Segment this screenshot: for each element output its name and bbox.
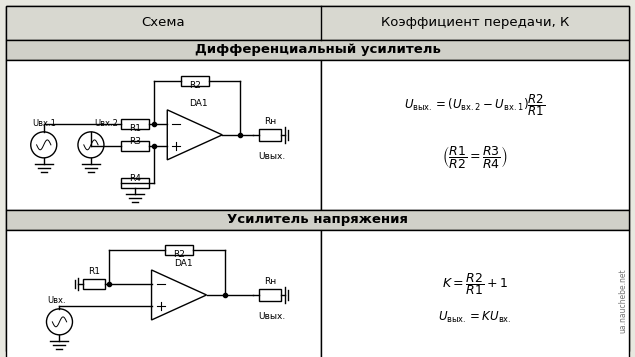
Text: Uвх.2: Uвх.2 xyxy=(94,119,118,128)
Bar xyxy=(6,230,321,357)
Bar xyxy=(321,230,629,357)
Text: $U_{\rm вых.} = (U_{\rm вх.2} - U_{\rm вх.1})\dfrac{R2}{R1}$: $U_{\rm вых.} = (U_{\rm вх.2} - U_{\rm в… xyxy=(404,92,545,118)
Text: Uвх.1: Uвх.1 xyxy=(32,119,56,128)
Text: Схема: Схема xyxy=(142,16,185,29)
Text: Uвых.: Uвых. xyxy=(258,312,286,321)
Bar xyxy=(259,129,281,141)
Text: Uвых.: Uвых. xyxy=(258,152,286,161)
Bar xyxy=(165,245,193,255)
Text: Усилитель напряжения: Усилитель напряжения xyxy=(227,213,408,226)
Bar xyxy=(6,210,629,230)
Text: R2: R2 xyxy=(189,81,201,90)
Text: R3: R3 xyxy=(129,137,141,146)
Bar xyxy=(6,6,629,40)
Bar xyxy=(121,141,149,151)
Text: DA1: DA1 xyxy=(174,259,192,268)
Bar xyxy=(83,279,105,289)
Bar xyxy=(121,119,149,129)
Bar xyxy=(181,76,209,86)
Text: $K = \dfrac{R2}{R1}+1$: $K = \dfrac{R2}{R1}+1$ xyxy=(442,271,508,297)
Text: DA1: DA1 xyxy=(189,99,208,108)
Text: Uвх.: Uвх. xyxy=(47,296,66,305)
Bar xyxy=(6,40,629,60)
Bar xyxy=(259,289,281,301)
Text: R4: R4 xyxy=(129,174,141,183)
Bar xyxy=(6,60,321,210)
Bar xyxy=(121,178,149,188)
Text: Rн: Rн xyxy=(264,117,276,126)
Text: R2: R2 xyxy=(173,250,185,259)
Text: ua.nauchebe.net: ua.nauchebe.net xyxy=(618,268,627,333)
Text: R1: R1 xyxy=(88,267,100,276)
Text: $U_{\rm вых.} = KU_{\rm вх.}$: $U_{\rm вых.} = KU_{\rm вх.}$ xyxy=(438,310,512,325)
Text: Rн: Rн xyxy=(264,277,276,286)
Text: Дифференциальный усилитель: Дифференциальный усилитель xyxy=(194,43,441,56)
Text: Коэффициент передачи, К: Коэффициент передачи, К xyxy=(381,16,569,29)
Text: R1: R1 xyxy=(129,124,141,133)
Text: $\left(\dfrac{R1}{R2} = \dfrac{R3}{R4}\right)$: $\left(\dfrac{R1}{R2} = \dfrac{R3}{R4}\r… xyxy=(442,144,507,170)
Bar xyxy=(321,60,629,210)
